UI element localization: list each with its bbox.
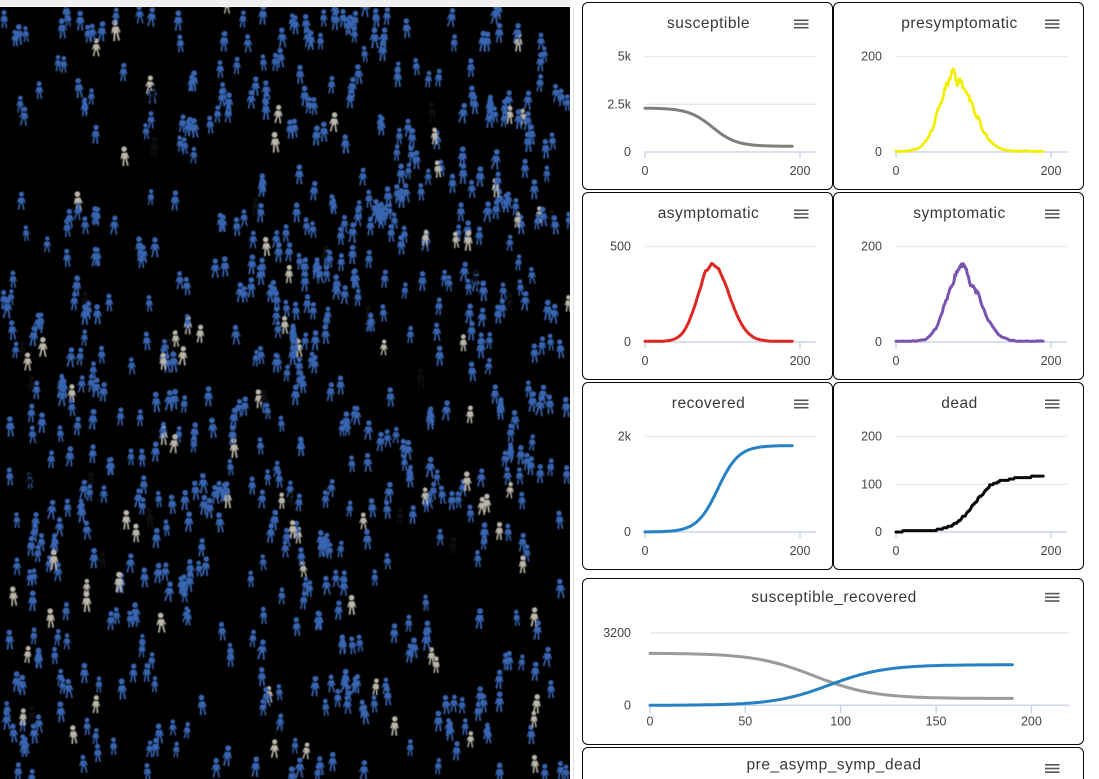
svg-text:5k: 5k (618, 50, 632, 64)
svg-text:200: 200 (1041, 164, 1062, 178)
svg-text:200: 200 (790, 164, 811, 178)
svg-text:0: 0 (642, 354, 649, 368)
svg-text:0: 0 (642, 164, 649, 178)
svg-text:200: 200 (861, 240, 882, 254)
svg-text:0: 0 (624, 698, 631, 712)
svg-text:500: 500 (610, 240, 631, 254)
svg-text:0: 0 (642, 544, 649, 558)
svg-text:200: 200 (861, 430, 882, 444)
svg-text:symptomatic: symptomatic (913, 205, 1006, 222)
svg-text:susceptible: susceptible (667, 15, 750, 32)
svg-text:2k: 2k (618, 430, 632, 444)
svg-text:200: 200 (790, 544, 811, 558)
svg-text:200: 200 (1021, 714, 1042, 728)
svg-text:3200: 3200 (603, 626, 631, 640)
svg-text:200: 200 (1041, 544, 1062, 558)
svg-text:susceptible_recovered: susceptible_recovered (751, 589, 917, 606)
svg-text:recovered: recovered (672, 395, 745, 412)
svg-text:200: 200 (1041, 354, 1062, 368)
svg-text:0: 0 (893, 544, 900, 558)
svg-text:0: 0 (875, 525, 882, 539)
svg-text:150: 150 (926, 714, 947, 728)
svg-text:0: 0 (624, 335, 631, 349)
svg-text:presymptomatic: presymptomatic (901, 15, 1017, 32)
svg-text:dead: dead (941, 395, 977, 412)
svg-text:100: 100 (830, 714, 851, 728)
svg-text:0: 0 (875, 145, 882, 159)
svg-text:0: 0 (875, 335, 882, 349)
svg-text:0: 0 (893, 354, 900, 368)
svg-text:100: 100 (861, 477, 882, 491)
svg-text:200: 200 (790, 354, 811, 368)
svg-text:50: 50 (738, 714, 752, 728)
svg-text:200: 200 (861, 50, 882, 64)
svg-text:0: 0 (893, 164, 900, 178)
svg-text:pre_asymp_symp_dead: pre_asymp_symp_dead (747, 757, 922, 774)
svg-text:0: 0 (624, 525, 631, 539)
svg-text:0: 0 (624, 145, 631, 159)
svg-text:2.5k: 2.5k (607, 97, 631, 111)
svg-text:0: 0 (647, 714, 654, 728)
svg-text:asymptomatic: asymptomatic (658, 205, 760, 222)
